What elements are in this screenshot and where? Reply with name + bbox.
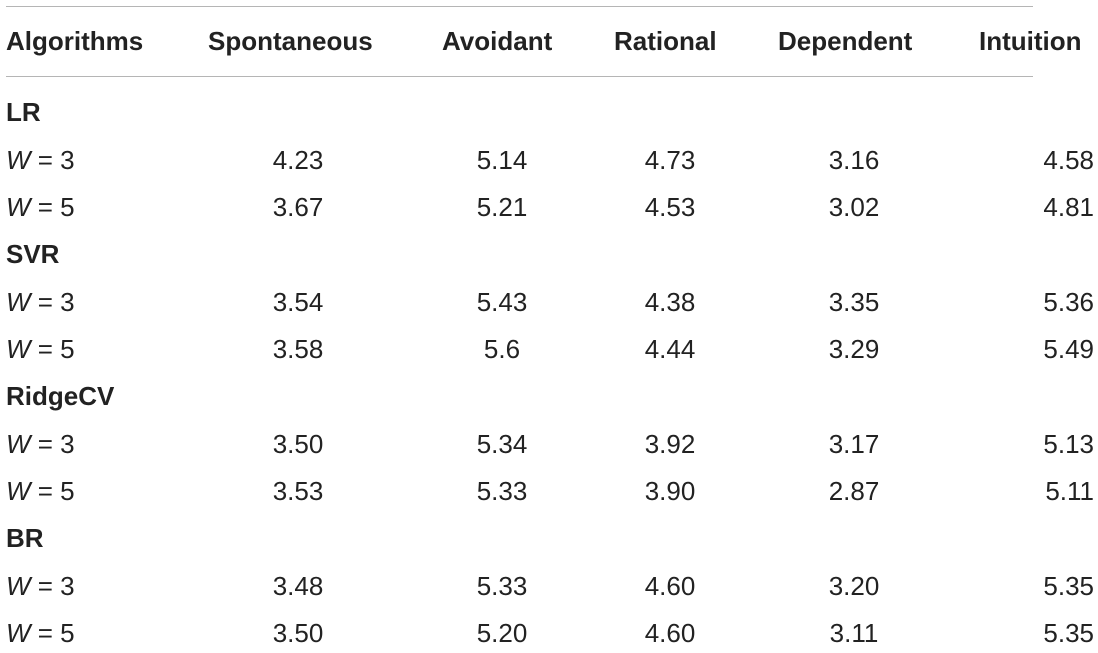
cell-avoidant: 5.14	[476, 145, 528, 175]
cell-avoidant: 5.34	[476, 429, 528, 459]
header-rational: Rational	[614, 26, 717, 56]
cell-rational: 4.38	[644, 287, 696, 317]
cell-avoidant: 5.20	[476, 618, 528, 648]
cell-spontaneous: 3.48	[272, 571, 324, 601]
cell-dependent: 3.17	[828, 429, 880, 459]
cell-spontaneous: 3.50	[272, 429, 324, 459]
window-size-label: W = 3	[6, 287, 75, 317]
cell-dependent: 3.29	[828, 334, 880, 364]
cell-rational: 4.44	[644, 334, 696, 364]
table-header-rule	[6, 76, 1033, 77]
window-size-label: W = 5	[6, 476, 75, 506]
cell-spontaneous: 3.54	[272, 287, 324, 317]
cell-dependent: 3.35	[828, 287, 880, 317]
window-size-label: W = 5	[6, 618, 75, 648]
header-spontaneous: Spontaneous	[208, 26, 373, 56]
cell-avoidant: 5.43	[476, 287, 528, 317]
window-size-label: W = 3	[6, 571, 75, 601]
window-size-label: W = 5	[6, 192, 75, 222]
cell-rational: 4.73	[644, 145, 696, 175]
cell-rational: 4.53	[644, 192, 696, 222]
cell-intuition: 5.35	[1043, 618, 1094, 648]
cell-avoidant: 5.21	[476, 192, 528, 222]
group-label-ridgecv: RidgeCV	[6, 381, 115, 411]
cell-dependent: 3.11	[829, 618, 879, 648]
cell-rational: 3.90	[644, 476, 696, 506]
group-label-lr: LR	[6, 97, 41, 127]
cell-spontaneous: 4.23	[272, 145, 324, 175]
group-label-svr: SVR	[6, 239, 60, 269]
cell-dependent: 3.20	[828, 571, 880, 601]
header-dependent: Dependent	[778, 26, 913, 56]
cell-avoidant: 5.33	[476, 476, 528, 506]
cell-avoidant: 5.33	[476, 571, 528, 601]
cell-avoidant: 5.6	[483, 334, 521, 364]
cell-intuition: 5.36	[1043, 287, 1094, 317]
cell-dependent: 3.16	[828, 145, 880, 175]
cell-rational: 3.92	[644, 429, 696, 459]
cell-intuition: 4.81	[1043, 192, 1094, 222]
cell-rational: 4.60	[644, 571, 696, 601]
cell-intuition: 5.49	[1043, 334, 1094, 364]
window-size-label: W = 5	[6, 334, 75, 364]
header-avoidant: Avoidant	[442, 26, 553, 56]
cell-dependent: 3.02	[828, 192, 880, 222]
cell-dependent: 2.87	[828, 476, 880, 506]
cell-intuition: 4.58	[1043, 145, 1094, 175]
window-size-label: W = 3	[6, 145, 75, 175]
window-size-label: W = 3	[6, 429, 75, 459]
cell-intuition: 5.35	[1043, 571, 1094, 601]
cell-spontaneous: 3.67	[272, 192, 324, 222]
header-intuition: Intuition	[979, 26, 1082, 56]
header-algorithms: Algorithms	[6, 26, 144, 56]
table-top-rule	[6, 6, 1033, 7]
group-label-br: BR	[6, 523, 44, 553]
cell-spontaneous: 3.53	[272, 476, 324, 506]
cell-spontaneous: 3.50	[272, 618, 324, 648]
cell-intuition: 5.11	[1045, 476, 1094, 506]
cell-intuition: 5.13	[1043, 429, 1094, 459]
cell-spontaneous: 3.58	[272, 334, 324, 364]
cell-rational: 4.60	[644, 618, 696, 648]
